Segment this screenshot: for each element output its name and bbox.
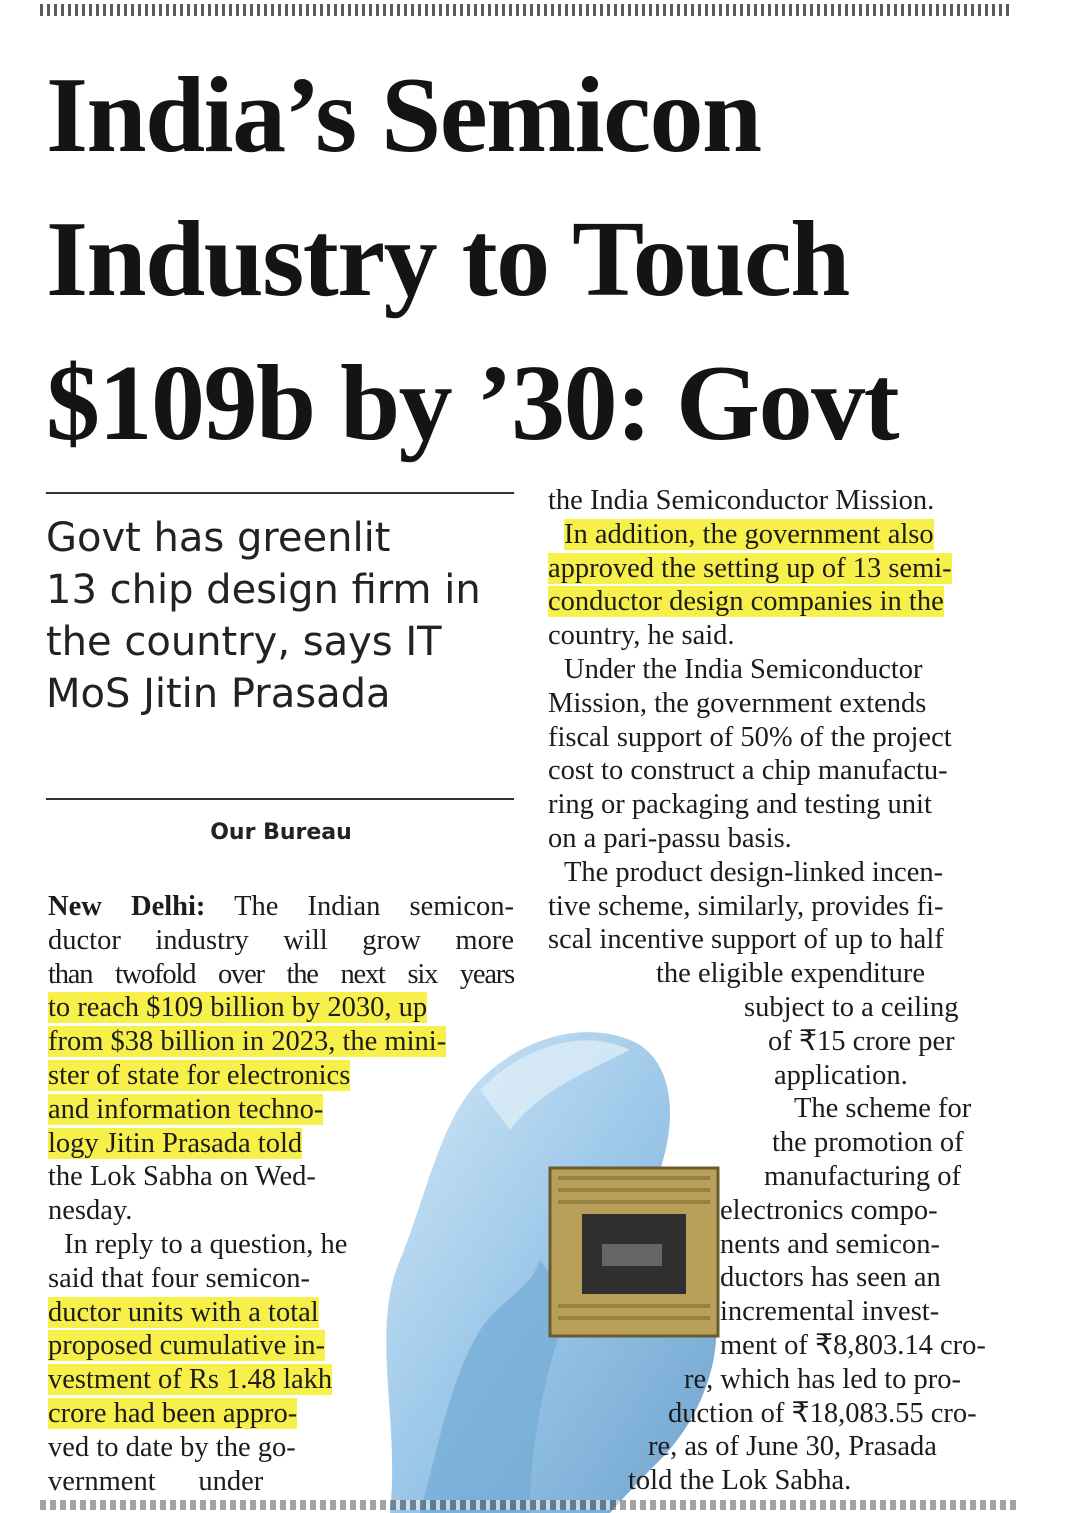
text-line: ductor industry will grow more (48, 924, 514, 956)
text-line: incremental invest- (720, 1296, 940, 1328)
text-line: In reply to a question, he (64, 1228, 348, 1260)
text-line: re, as of June 30, Prasada (648, 1431, 937, 1463)
text-line: New Delhi: The Indian semicon- (48, 891, 514, 922)
text-line: of ₹15 crore per (768, 1025, 955, 1057)
text-line: scal incentive support of up to half (548, 924, 944, 956)
text-line: Mission, the government extends (548, 687, 927, 719)
headline-line-2: Industry to Touch (46, 200, 850, 319)
text-line: In addition, the government also (564, 518, 934, 550)
deck-line-2: 13 chip design firm in (46, 567, 481, 613)
deck-line-4: MoS Jitin Prasada (46, 671, 391, 717)
text-line: on a pari-passu basis. (548, 822, 792, 854)
text-line: logy Jitin Prasada told (48, 1127, 303, 1159)
text-line: ductors has seen an (720, 1262, 941, 1294)
text-line: and information techno- (48, 1093, 324, 1125)
deck-top-rule (46, 492, 514, 494)
dateline: New Delhi: (48, 891, 206, 922)
text-line: the eligible expenditure (656, 958, 926, 990)
deck-line-3: the country, says IT (46, 619, 442, 665)
text-line: re, which has led to pro- (684, 1363, 961, 1395)
chip-label (602, 1244, 662, 1266)
text-line: from $38 billion in 2023, the mini- (48, 1026, 447, 1058)
text-line: crore had been appro- (48, 1397, 298, 1429)
text-line: cost to construct a chip manufactu- (548, 755, 948, 787)
text-line: ductor units with a total (48, 1296, 319, 1328)
text-line: vernment under (48, 1465, 264, 1497)
text-line: the Lok Sabha on Wed- (48, 1161, 316, 1193)
article-column-1: New Delhi: The Indian semicon- ductor in… (48, 890, 515, 1498)
text-line: The product design-linked incen- (564, 856, 944, 888)
headline: India’s Semicon Industry to Touch $109b … (46, 44, 1046, 476)
text-line: ved to date by the go- (48, 1431, 296, 1463)
text-line: said that four semicon- (48, 1262, 310, 1294)
text-line: duction of ₹18,083.55 cro- (668, 1397, 977, 1429)
text-line: vestment of Rs 1.48 lakh (48, 1364, 333, 1396)
text-line: nesday. (48, 1195, 133, 1227)
deck-bottom-rule (46, 798, 514, 800)
text-line: fiscal support of 50% of the project (548, 721, 952, 753)
text-line: subject to a ceiling (744, 991, 959, 1023)
text-line: than twofold over the next six years (48, 958, 515, 990)
text-line: electronics compo- (720, 1194, 938, 1226)
text-line: ment of ₹8,803.14 cro- (720, 1329, 986, 1361)
text-line: to reach $109 billion by 2030, up (48, 992, 428, 1024)
article-column-2: the India Semiconductor Mission. In addi… (548, 484, 1012, 1498)
text-line: approved the setting up of 13 semi- (548, 552, 952, 584)
bottom-cut-strip (40, 1500, 1020, 1510)
text-line: The scheme for (794, 1093, 972, 1125)
text-line: told the Lok Sabha. (628, 1465, 852, 1497)
text-line: the promotion of (772, 1127, 964, 1159)
deck-line-1: Govt has greenlit (46, 515, 391, 561)
glove-finger (480, 1040, 630, 1130)
text-line: ster of state for electronics (48, 1059, 351, 1091)
text-line: manufacturing of (764, 1160, 962, 1192)
text-line: tive scheme, similarly, provides fi- (548, 890, 944, 922)
headline-line-1: India’s Semicon (46, 56, 762, 175)
text-line: the India Semiconductor Mission. (548, 485, 935, 516)
text-line: proposed cumulative in- (48, 1330, 326, 1362)
text-line: conductor design companies in the (548, 586, 944, 618)
headline-line-3: $109b by ’30: Govt (46, 344, 900, 463)
glove-shadow (420, 1260, 570, 1513)
byline: Our Bureau (210, 820, 352, 845)
gloved-hand-chip-illustration (386, 1032, 720, 1513)
deck-subheadline: Govt has greenlit 13 chip design firm in… (46, 512, 516, 720)
text-line: nents and semicon- (720, 1228, 941, 1260)
text-line: Under the India Semiconductor (564, 653, 923, 685)
text-line: country, he said. (548, 620, 735, 652)
text-line: ring or packaging and testing unit (548, 789, 932, 821)
top-ruler-strip (40, 4, 1010, 16)
text-line: application. (774, 1059, 908, 1091)
